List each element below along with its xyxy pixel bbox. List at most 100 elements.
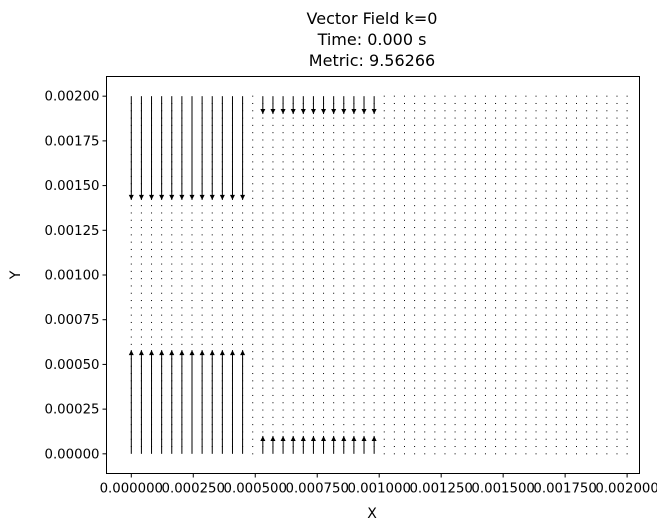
zero-vector-point bbox=[353, 343, 355, 345]
zero-vector-point bbox=[464, 336, 466, 338]
zero-vector-point bbox=[161, 227, 163, 229]
zero-vector-point bbox=[474, 205, 476, 207]
zero-vector-point bbox=[262, 146, 264, 148]
zero-vector-point bbox=[242, 380, 244, 382]
zero-vector-point bbox=[383, 292, 385, 294]
zero-vector-point bbox=[343, 256, 345, 258]
zero-vector-point bbox=[454, 336, 456, 338]
zero-vector-point bbox=[565, 219, 567, 221]
zero-vector-point bbox=[403, 358, 405, 360]
zero-vector-point bbox=[242, 205, 244, 207]
zero-vector-point bbox=[616, 117, 618, 119]
zero-vector-point bbox=[353, 197, 355, 199]
zero-vector-point bbox=[464, 146, 466, 148]
zero-vector-point bbox=[252, 227, 254, 229]
zero-vector-point bbox=[616, 394, 618, 396]
zero-vector-point bbox=[363, 329, 365, 331]
zero-vector-point bbox=[454, 402, 456, 404]
zero-vector-point bbox=[515, 373, 517, 375]
zero-vector-point bbox=[596, 241, 598, 243]
zero-vector-point bbox=[140, 373, 142, 375]
zero-vector-point bbox=[444, 373, 446, 375]
zero-vector-point bbox=[403, 431, 405, 433]
zero-vector-point bbox=[484, 446, 486, 448]
zero-vector-point bbox=[282, 365, 284, 367]
zero-vector-point bbox=[414, 139, 416, 141]
zero-vector-point bbox=[231, 351, 233, 353]
zero-vector-point bbox=[403, 270, 405, 272]
zero-vector-point bbox=[130, 351, 132, 353]
zero-vector-point bbox=[252, 190, 254, 192]
zero-vector-point bbox=[221, 446, 223, 448]
zero-vector-point bbox=[242, 321, 244, 323]
zero-vector-point bbox=[383, 270, 385, 272]
zero-vector-point bbox=[444, 365, 446, 367]
zero-vector-point bbox=[151, 431, 153, 433]
vector-arrow bbox=[189, 350, 195, 454]
zero-vector-point bbox=[292, 154, 294, 156]
zero-vector-point bbox=[596, 219, 598, 221]
zero-vector-point bbox=[140, 292, 142, 294]
zero-vector-point bbox=[606, 387, 608, 389]
zero-vector-point bbox=[434, 314, 436, 316]
zero-vector-point bbox=[424, 256, 426, 258]
zero-vector-point bbox=[353, 270, 355, 272]
zero-vector-point bbox=[262, 373, 264, 375]
zero-vector-point bbox=[565, 124, 567, 126]
zero-vector-point bbox=[282, 197, 284, 199]
zero-vector-point bbox=[221, 270, 223, 272]
zero-vector-point bbox=[586, 380, 588, 382]
zero-vector-point bbox=[474, 453, 476, 455]
zero-vector-point bbox=[323, 139, 325, 141]
zero-vector-point bbox=[545, 124, 547, 126]
zero-vector-point bbox=[262, 314, 264, 316]
zero-vector-point bbox=[140, 263, 142, 265]
zero-vector-point bbox=[130, 409, 132, 411]
zero-vector-point bbox=[140, 227, 142, 229]
zero-vector-point bbox=[252, 300, 254, 302]
zero-vector-point bbox=[211, 314, 213, 316]
zero-vector-point bbox=[464, 358, 466, 360]
zero-vector-point bbox=[403, 453, 405, 455]
zero-vector-point bbox=[272, 307, 274, 309]
zero-vector-point bbox=[535, 292, 537, 294]
zero-vector-point bbox=[231, 219, 233, 221]
zero-vector-point bbox=[464, 110, 466, 112]
zero-vector-point bbox=[343, 205, 345, 207]
zero-vector-point bbox=[596, 124, 598, 126]
zero-vector-point bbox=[201, 278, 203, 280]
zero-vector-point bbox=[495, 183, 497, 185]
zero-vector-point bbox=[484, 292, 486, 294]
zero-vector-point bbox=[495, 329, 497, 331]
zero-vector-point bbox=[484, 278, 486, 280]
zero-vector-point bbox=[525, 183, 527, 185]
zero-vector-point bbox=[484, 227, 486, 229]
zero-vector-point bbox=[272, 314, 274, 316]
vector-arrow-head bbox=[341, 435, 347, 441]
zero-vector-point bbox=[242, 292, 244, 294]
zero-vector-point bbox=[424, 205, 426, 207]
vector-arrow bbox=[149, 350, 155, 454]
zero-vector-point bbox=[484, 197, 486, 199]
zero-vector-point bbox=[535, 365, 537, 367]
zero-vector-point bbox=[151, 380, 153, 382]
zero-vector-point bbox=[414, 241, 416, 243]
zero-vector-point bbox=[363, 117, 365, 119]
zero-vector-point bbox=[626, 241, 628, 243]
zero-vector-point bbox=[323, 285, 325, 287]
zero-vector-point bbox=[545, 139, 547, 141]
zero-vector-point bbox=[181, 212, 183, 214]
zero-vector-point bbox=[424, 300, 426, 302]
zero-vector-point bbox=[484, 409, 486, 411]
zero-vector-point bbox=[353, 219, 355, 221]
zero-vector-point bbox=[363, 358, 365, 360]
zero-vector-point bbox=[312, 438, 314, 440]
zero-vector-point bbox=[181, 241, 183, 243]
zero-vector-point bbox=[130, 300, 132, 302]
zero-vector-point bbox=[393, 205, 395, 207]
zero-vector-point bbox=[282, 424, 284, 426]
zero-vector-point bbox=[515, 300, 517, 302]
zero-vector-point bbox=[545, 394, 547, 396]
zero-vector-point bbox=[211, 300, 213, 302]
zero-vector-point bbox=[565, 446, 567, 448]
